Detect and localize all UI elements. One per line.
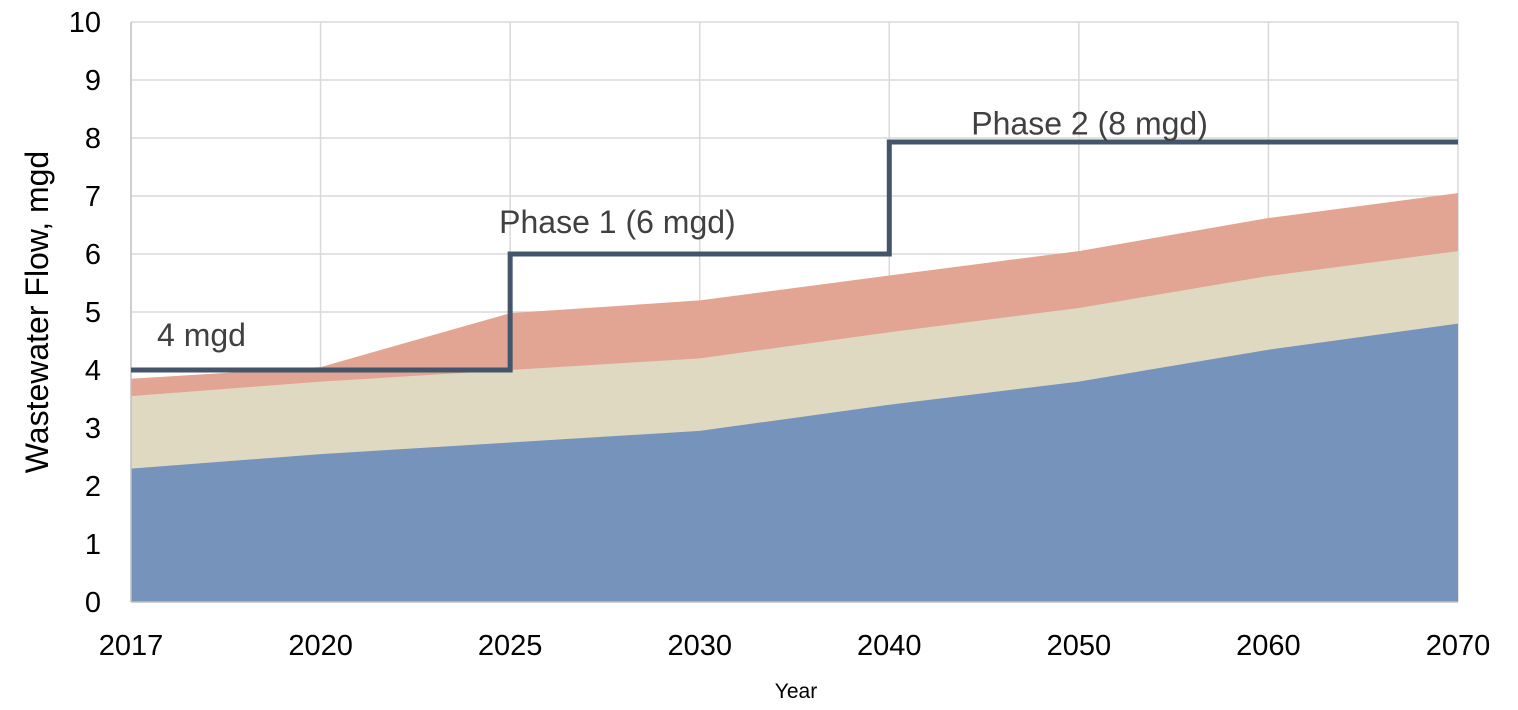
y-axis-label: Wastewater Flow, mgd — [19, 151, 55, 473]
capacity-annotation: Phase 2 (8 mgd) — [971, 106, 1208, 142]
y-tick-label: 1 — [85, 529, 101, 561]
y-tick-label: 10 — [69, 7, 101, 39]
x-tick-label: 2017 — [99, 630, 164, 662]
x-tick-label: 2030 — [667, 630, 732, 662]
x-axis-label: Year — [775, 680, 817, 703]
area-series-1 — [131, 323, 1458, 602]
y-tick-label: 5 — [85, 297, 101, 329]
capacity-annotation: 4 mgd — [157, 317, 246, 353]
capacity-step-line — [131, 139, 1458, 373]
y-tick-label: 9 — [85, 65, 101, 97]
y-tick-label: 0 — [85, 587, 101, 619]
x-tick-label: 2050 — [1047, 630, 1112, 662]
x-tick-label: 2060 — [1236, 630, 1301, 662]
x-tick-label: 2020 — [288, 630, 353, 662]
x-tick-label: 2040 — [857, 630, 922, 662]
y-tick-label: 8 — [85, 123, 101, 155]
y-tick-label: 7 — [85, 181, 101, 213]
y-tick-label: 4 — [85, 355, 101, 387]
y-tick-label: 2 — [85, 471, 101, 503]
x-tick-label: 2025 — [478, 630, 543, 662]
capacity-annotation: Phase 1 (6 mgd) — [499, 204, 736, 240]
x-tick-label: 2070 — [1426, 630, 1491, 662]
y-tick-label: 3 — [85, 413, 101, 445]
y-tick-label: 6 — [85, 239, 101, 271]
